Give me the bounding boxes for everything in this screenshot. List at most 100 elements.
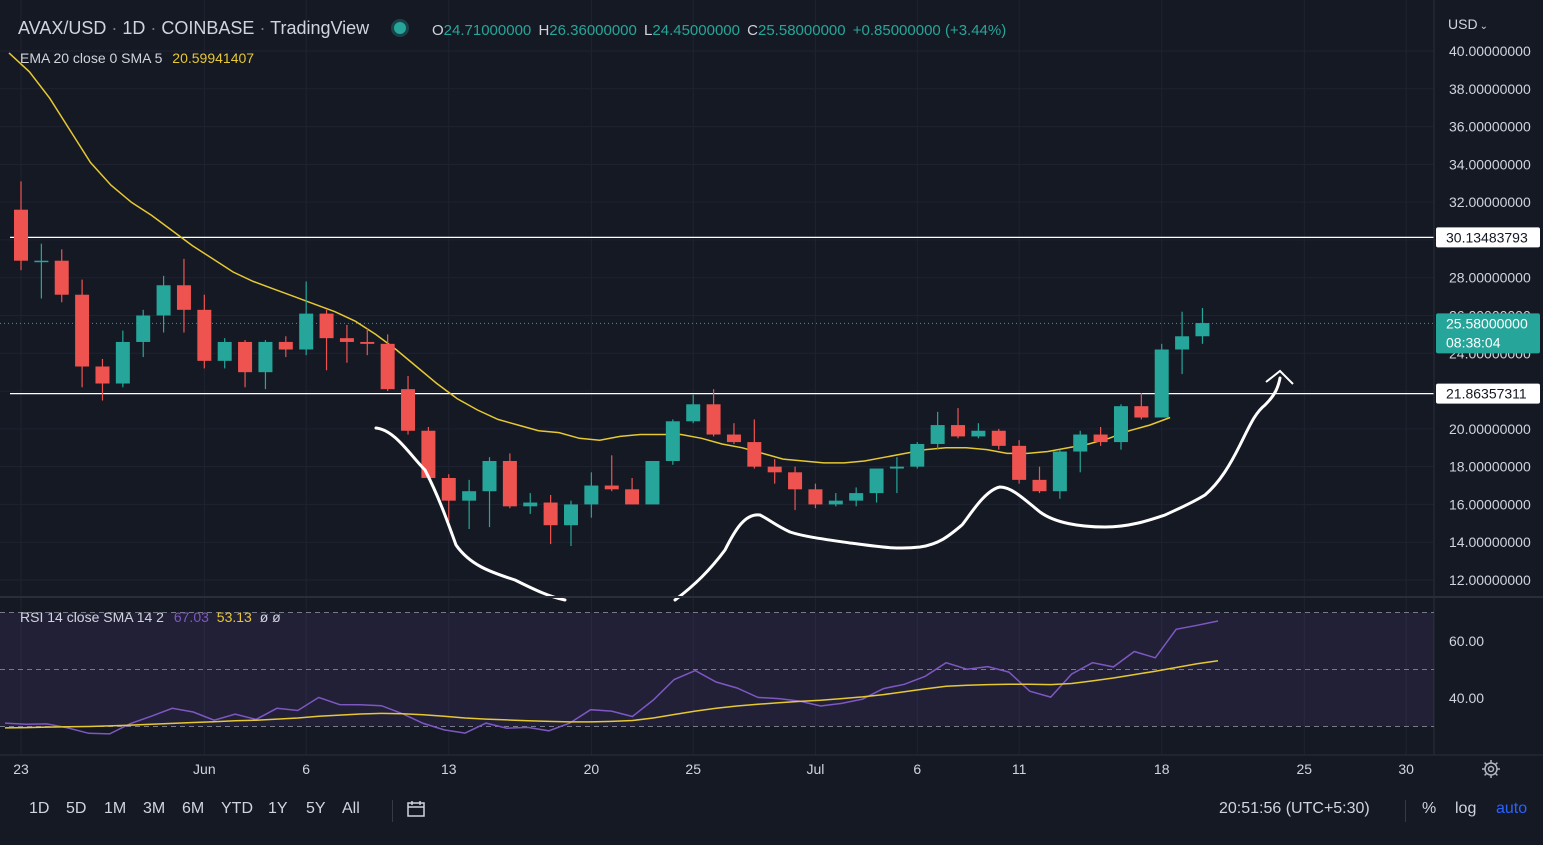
high-value: 26.36000000 <box>549 22 637 39</box>
candle-body <box>278 341 293 350</box>
open-label: O <box>432 22 444 39</box>
candle <box>54 249 69 303</box>
candle-body <box>1093 434 1108 443</box>
range-button-1y[interactable]: 1Y <box>268 800 288 817</box>
candle-body <box>563 504 578 526</box>
candle-body <box>706 404 721 435</box>
interval-label: 1D <box>122 18 146 38</box>
ohlc-legend: O24.71000000 H26.36000000 L24.45000000 C… <box>432 22 1006 39</box>
candle-body <box>604 485 619 490</box>
clock-time[interactable]: 20:51:56 (UTC+5:30) <box>1219 800 1370 817</box>
ema-layer <box>8 52 1171 464</box>
candle-body <box>462 491 477 501</box>
candle-body <box>991 430 1006 446</box>
candle-body <box>665 421 680 461</box>
range-button-3m[interactable]: 3M <box>143 800 166 817</box>
high-label: H <box>538 22 550 39</box>
candle-body <box>726 434 741 443</box>
range-button-5y[interactable]: 5Y <box>306 800 326 817</box>
candle <box>604 455 619 492</box>
badge-layer: 30.13483793 21.86357311 25.58000000 08:38:0… <box>1436 227 1540 404</box>
candle-body <box>523 502 538 507</box>
candle <box>563 500 578 546</box>
rsi-legend[interactable]: RSI 14 close SMA 14 2 67.03 53.13 ø ø <box>20 609 281 625</box>
candle <box>421 426 436 480</box>
candle-body <box>258 341 273 373</box>
chevron-down-icon: ⌄ <box>1479 21 1488 32</box>
price-tick-label: 20.00000000 <box>1449 421 1531 437</box>
level-badge-label: 30.13483793 <box>1446 229 1528 245</box>
candle <box>971 423 986 439</box>
candle-body <box>951 425 966 437</box>
percent-toggle[interactable]: % <box>1422 800 1437 817</box>
candle <box>136 309 151 358</box>
candle <box>726 423 741 444</box>
range-button-ytd[interactable]: YTD <box>221 800 253 817</box>
ema-legend[interactable]: EMA 20 close 0 SMA 5 20.59941407 <box>20 50 254 66</box>
candle-body <box>1113 406 1128 443</box>
range-button-1d[interactable]: 1D <box>29 800 50 817</box>
rsi-extra: ø ø <box>259 609 281 625</box>
candle <box>747 419 762 469</box>
candle-body <box>686 404 701 422</box>
arrow-head-icon <box>1265 369 1294 385</box>
price-tick-label: 12.00000000 <box>1449 572 1531 588</box>
candle-body <box>971 430 986 437</box>
candle <box>441 474 456 522</box>
candle-body <box>339 338 354 342</box>
candle <box>1134 392 1149 420</box>
candle-body <box>115 341 130 384</box>
goto-date-icon[interactable] <box>405 798 425 818</box>
range-button-5d[interactable]: 5D <box>66 800 87 817</box>
range-button-6m[interactable]: 6M <box>182 800 205 817</box>
last-price-badge <box>1436 313 1540 354</box>
settings-gear-icon[interactable] <box>1480 758 1502 780</box>
candle-body <box>910 443 925 467</box>
candle-layer <box>14 181 1210 546</box>
last-price-badge-value: 25.58000000 <box>1446 315 1528 331</box>
price-tick-label: 28.00000000 <box>1449 270 1531 286</box>
candle <box>115 330 130 388</box>
market-status-icon[interactable] <box>394 22 406 34</box>
time-tick-label: 6 <box>302 761 310 777</box>
change-value: +0.85000000 (+3.44%) <box>852 22 1007 39</box>
candle-body <box>808 489 823 505</box>
symbol-legend[interactable]: AVAX/USD · 1D · COINBASE · TradingView <box>18 18 370 38</box>
currency-dropdown[interactable]: USD ⌄ <box>1448 16 1488 32</box>
toolbar-divider <box>392 800 393 822</box>
candle <box>319 309 334 371</box>
candle-body <box>401 389 416 431</box>
candle <box>706 389 721 437</box>
time-tick-label: Jul <box>806 761 824 777</box>
candle <box>14 181 28 271</box>
log-toggle[interactable]: log <box>1455 800 1477 817</box>
candle <box>299 281 314 356</box>
rsi-label: RSI 14 close SMA 14 2 <box>20 609 164 625</box>
candle <box>1052 449 1067 499</box>
auto-toggle[interactable]: auto <box>1496 800 1528 817</box>
candle-body <box>136 315 151 342</box>
candle <box>828 493 843 507</box>
rsi-sma-line <box>4 659 1219 729</box>
candle <box>991 428 1006 450</box>
currency-label: USD <box>1448 16 1478 32</box>
time-tick-label: 18 <box>1154 761 1170 777</box>
candle-body <box>625 489 640 505</box>
candle-body <box>1073 434 1088 452</box>
range-button-1m[interactable]: 1M <box>104 800 127 817</box>
candle <box>869 468 884 503</box>
price-tick-label: 34.00000000 <box>1449 156 1531 172</box>
candle-body <box>482 460 497 492</box>
grid-layer <box>0 0 1434 755</box>
candle <box>849 487 864 507</box>
candle <box>543 494 558 545</box>
range-button-all[interactable]: All <box>342 800 360 817</box>
candle <box>217 338 232 369</box>
candle-body <box>502 460 517 507</box>
candle <box>767 459 782 484</box>
candle-body <box>95 366 110 384</box>
time-tick-label: 6 <box>913 761 921 777</box>
candle-body <box>849 493 864 501</box>
